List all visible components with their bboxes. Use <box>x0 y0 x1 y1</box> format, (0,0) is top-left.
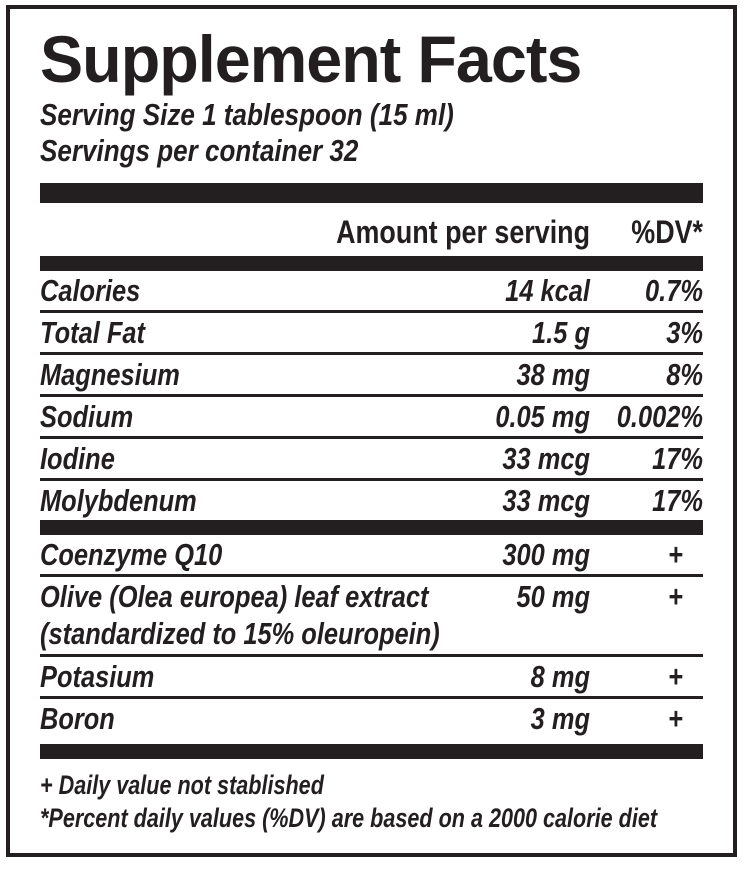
nutrient-name: Olive (Olea europea) leaf extract <box>40 579 429 614</box>
thick-divider-bar <box>40 256 703 271</box>
nutrient-name: Magnesium <box>40 357 180 392</box>
amount-per-serving-header: Amount per serving <box>336 214 590 250</box>
table-row-total-fat: Total Fat 1.5 g 3% <box>40 313 703 355</box>
nutrient-amount: 38 mg <box>516 357 590 392</box>
nutrient-dv: 0.002% <box>616 399 703 434</box>
nutrient-dv: + <box>668 701 684 736</box>
table-row-iodine: Iodine 33 mcg 17% <box>40 439 703 481</box>
nutrient-dv: + <box>668 537 684 572</box>
serving-size-text: Serving Size 1 tablespoon (15 ml) <box>40 97 454 132</box>
table-row-coenzyme-q10: Coenzyme Q10 300 mg + <box>40 535 703 577</box>
table-row-potasium: Potasium 8 mg + <box>40 657 703 699</box>
footnotes: + Daily value not stablished *Percent da… <box>40 769 703 835</box>
nutrient-amount: 14 kcal <box>505 273 590 308</box>
nutrient-amount: 3 mg <box>530 701 590 736</box>
nutrient-name: Coenzyme Q10 <box>40 537 223 572</box>
nutrient-amount: 8 mg <box>530 659 590 694</box>
nutrient-name: Sodium <box>40 399 134 434</box>
nutrient-amount: 50 mg <box>516 579 590 614</box>
nutrient-dv: 17% <box>652 441 703 476</box>
nutrient-dv: 3% <box>666 315 703 350</box>
percent-dv-header: %DV* <box>631 214 703 250</box>
nutrient-name: Total Fat <box>40 315 145 350</box>
thick-divider-bar <box>40 744 703 759</box>
nutrient-name: Potasium <box>40 659 155 694</box>
table-row-boron: Boron 3 mg + <box>40 699 703 738</box>
nutrient-name-continued: (standardized to 15% oleuropein) <box>40 616 440 651</box>
nutrient-name: Boron <box>40 701 115 736</box>
footnote-percent-dv: *Percent daily values (%DV) are based on… <box>40 803 658 833</box>
nutrient-dv: + <box>668 659 684 694</box>
nutrient-dv: + <box>668 579 684 614</box>
supplement-facts-label: Supplement Facts Serving Size 1 tablespo… <box>6 5 737 857</box>
nutrients-section: Calories 14 kcal 0.7% Total Fat 1.5 g 3%… <box>40 271 703 520</box>
nutrient-amount: 1.5 g <box>532 315 590 350</box>
thick-divider-bar <box>40 520 703 535</box>
nutrient-name: Iodine <box>40 441 115 476</box>
nutrient-dv: 8% <box>666 357 703 392</box>
servings-per-container-text: Servings per container 32 <box>40 133 359 168</box>
nutrient-amount: 0.05 mg <box>495 399 590 434</box>
nutrient-amount: 33 mcg <box>502 441 590 476</box>
nutrient-name: Calories <box>40 273 141 308</box>
footnote-daily-value: + Daily value not stablished <box>40 770 324 800</box>
table-header-row: Amount per serving %DV* <box>40 203 703 256</box>
nutrient-dv: 17% <box>652 483 703 518</box>
table-row-molybdenum: Molybdenum 33 mcg 17% <box>40 481 703 520</box>
nutrient-name: Molybdenum <box>40 483 197 518</box>
table-row-sodium: Sodium 0.05 mg 0.002% <box>40 397 703 439</box>
table-row-magnesium: Magnesium 38 mg 8% <box>40 355 703 397</box>
table-row-calories: Calories 14 kcal 0.7% <box>40 271 703 313</box>
table-row-olive-leaf-extract: Olive (Olea europea) leaf extract 50 mg … <box>40 577 703 657</box>
thick-divider-bar <box>40 183 703 203</box>
nutrient-amount: 300 mg <box>502 537 590 572</box>
other-ingredients-section: Coenzyme Q10 300 mg + Olive (Olea europe… <box>40 535 703 738</box>
nutrient-amount: 33 mcg <box>502 483 590 518</box>
nutrient-dv: 0.7% <box>645 273 703 308</box>
label-title: Supplement Facts <box>40 22 582 96</box>
